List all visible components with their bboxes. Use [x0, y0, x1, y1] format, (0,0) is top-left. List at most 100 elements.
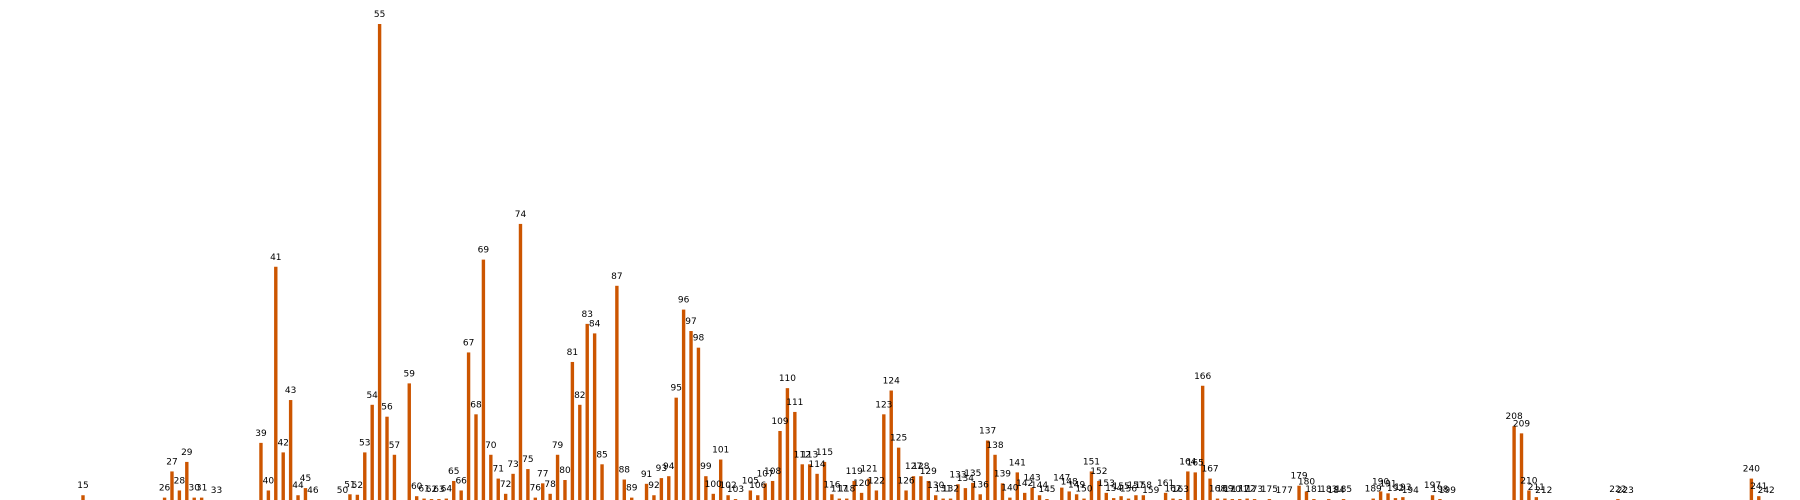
bar-40: [266, 490, 271, 500]
bar-51: [348, 494, 352, 500]
bar-label-169: 169: [1216, 485, 1233, 495]
bar-53: [363, 452, 367, 500]
bar-210: [1527, 490, 1531, 500]
bar-label-120: 120: [853, 479, 870, 489]
bar-140: [1008, 497, 1012, 500]
bar-153: [1104, 492, 1108, 500]
bar-label-96: 96: [678, 296, 690, 306]
bar-31: [199, 497, 204, 500]
bar-label-212: 212: [1535, 486, 1552, 496]
bar-131: [941, 498, 945, 500]
bar-209: [1519, 433, 1524, 500]
bar-label-175: 175: [1261, 485, 1278, 495]
bar-label-128: 128: [912, 462, 929, 472]
bar-label-138: 138: [986, 441, 1003, 451]
bar-155: [1119, 496, 1123, 500]
bar-label-54: 54: [366, 391, 378, 401]
bar-113: [807, 464, 812, 500]
bars-layer: [81, 24, 1761, 500]
bar-52: [355, 494, 360, 500]
bar-label-192: 192: [1387, 484, 1404, 494]
bar-57: [392, 454, 397, 500]
bar-label-76: 76: [530, 484, 542, 494]
bar-label-194: 194: [1402, 486, 1419, 496]
bar-208: [1512, 426, 1516, 500]
bar-label-65: 65: [448, 467, 459, 477]
bar-label-190: 190: [1372, 477, 1389, 487]
bar-197: [1430, 495, 1435, 500]
bar-label-141: 141: [1009, 458, 1026, 468]
bar-label-125: 125: [890, 434, 907, 444]
bar-94: [667, 476, 671, 500]
bar-44: [296, 495, 300, 500]
bar-112: [800, 464, 804, 500]
bar-label-198: 198: [1431, 485, 1448, 495]
bar-label-101: 101: [712, 446, 729, 456]
bar-150: [1082, 498, 1086, 500]
bar-111: [793, 411, 797, 500]
bar-161: [1163, 492, 1168, 500]
bar-134: [963, 488, 968, 500]
bar-label-28: 28: [174, 476, 186, 486]
bar-144: [1037, 495, 1042, 500]
bar-124: [889, 390, 893, 500]
bar-109: [778, 430, 782, 500]
bar-label-191: 191: [1379, 479, 1396, 489]
bar-label-162: 162: [1164, 485, 1181, 495]
bar-label-53: 53: [359, 438, 370, 448]
bar-label-113: 113: [801, 450, 818, 460]
bar-label-222: 222: [1609, 485, 1626, 495]
bar-label-154: 154: [1105, 484, 1122, 494]
bar-label-208: 208: [1506, 412, 1523, 422]
bar-123: [882, 414, 886, 500]
bar-label-85: 85: [596, 450, 607, 460]
bar-117: [837, 498, 842, 500]
bar-167: [1208, 478, 1212, 500]
bar-179: [1297, 485, 1301, 500]
bar-label-127: 127: [905, 462, 922, 472]
bar-189: [1371, 498, 1375, 500]
bar-label-77: 77: [537, 469, 548, 479]
bar-77: [541, 483, 545, 500]
bar-147: [1060, 487, 1064, 500]
bar-106: [756, 495, 760, 500]
bar-96: [681, 309, 686, 500]
bar-label-223: 223: [1617, 486, 1634, 496]
bar-label-103: 103: [727, 485, 744, 495]
bar-143: [1030, 487, 1034, 500]
bar-label-33: 33: [211, 486, 222, 496]
bar-29: [185, 461, 189, 500]
bar-label-137: 137: [979, 427, 996, 437]
bar-label-123: 123: [875, 400, 892, 410]
bar-label-50: 50: [337, 486, 349, 496]
bar-label-165: 165: [1187, 458, 1204, 468]
bar-label-177: 177: [1276, 486, 1293, 496]
bar-label-114: 114: [808, 460, 825, 470]
bar-label-105: 105: [742, 476, 759, 486]
bar-68: [474, 414, 478, 500]
bar-83: [585, 323, 589, 500]
bar-121: [867, 478, 871, 500]
bar-129: [926, 480, 931, 500]
bar-180: [1304, 491, 1309, 500]
bar-label-71: 71: [493, 465, 504, 475]
bar-190: [1378, 491, 1383, 500]
bar-label-168: 168: [1209, 485, 1226, 495]
bar-119: [852, 480, 856, 500]
bar-label-45: 45: [300, 474, 311, 484]
bar-label-109: 109: [771, 417, 788, 427]
bar-label-100: 100: [705, 480, 722, 490]
bar-label-94: 94: [663, 462, 675, 472]
bar-label-46: 46: [307, 486, 319, 496]
bar-149: [1074, 494, 1079, 500]
bar-154: [1111, 498, 1116, 500]
bar-label-242: 242: [1758, 486, 1775, 496]
bar-label-121: 121: [860, 465, 877, 475]
bar-label-116: 116: [823, 480, 840, 490]
bar-60: [414, 496, 419, 500]
bar-label-106: 106: [749, 481, 766, 491]
bar-label-52: 52: [352, 481, 363, 491]
bar-label-75: 75: [522, 455, 533, 465]
bar-98: [696, 347, 701, 500]
